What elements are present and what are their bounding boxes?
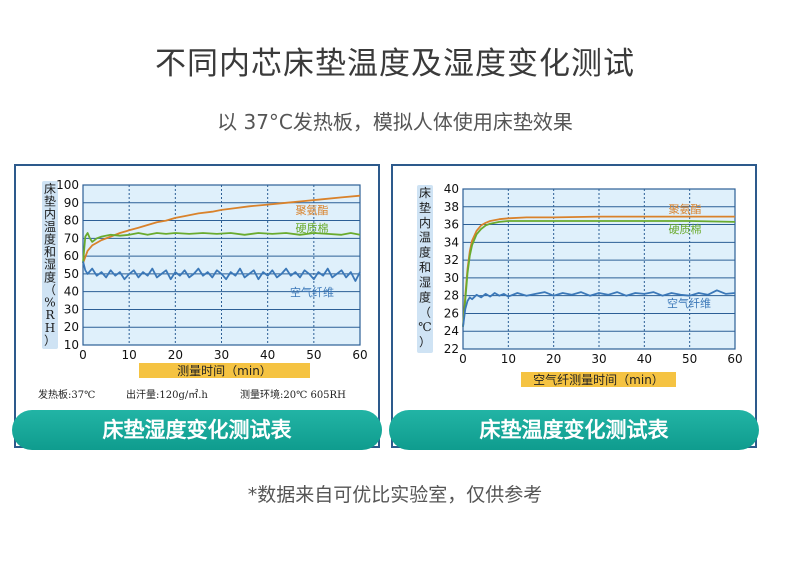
- x-axis-label-bg: [521, 372, 676, 387]
- x-tick-label: 50: [682, 352, 697, 366]
- series-label-air_fiber: 空气纤维: [667, 296, 711, 310]
- y-tick-label: 70: [64, 231, 79, 245]
- page-subtitle: 以 37°C发热板，模拟人体使用床垫效果: [217, 110, 573, 134]
- y-tick-label: 28: [444, 289, 459, 303]
- y-axis-label-char: H: [45, 321, 55, 335]
- y-axis-label-char: 湿: [44, 257, 56, 272]
- y-tick-label: 40: [64, 285, 79, 299]
- y-tick-label: 90: [64, 196, 79, 210]
- x-tick-label: 50: [306, 348, 321, 362]
- series-line-air_fiber: [82, 261, 361, 282]
- series-label-polyurethane: 聚氨酯: [669, 203, 702, 216]
- y-tick-label: 22: [444, 342, 459, 356]
- y-tick-label: 80: [64, 214, 79, 228]
- y-axis-label-char: 度: [419, 289, 431, 304]
- x-axis-label: 空气纤测量时间（min）: [533, 372, 664, 387]
- y-axis-label-char: 和: [419, 261, 431, 275]
- y-tick-label: 30: [444, 271, 459, 285]
- y-tick-label: 26: [444, 306, 459, 320]
- y-axis-label-char: 内: [44, 207, 56, 221]
- y-tick-label: 34: [444, 235, 459, 249]
- test-condition-note: 测量环境:20℃ 605RH: [240, 388, 346, 401]
- y-axis-label-bg: [42, 181, 58, 349]
- y-axis-label-char: R: [45, 308, 55, 322]
- y-tick-label: 36: [444, 218, 459, 232]
- y-tick-label: 20: [64, 320, 79, 334]
- y-tick-label: 60: [64, 249, 79, 263]
- y-tick-label: 10: [64, 338, 79, 352]
- y-axis-label-char: %: [44, 296, 55, 310]
- y-axis-label-char: 床: [44, 182, 56, 196]
- x-tick-label: 0: [79, 348, 87, 362]
- x-tick-label: 10: [122, 348, 137, 362]
- footnote: *数据来自可优比实验室，仅供参考: [247, 484, 543, 506]
- y-tick-label: 30: [64, 302, 79, 316]
- x-axis-label: 测量时间（min）: [177, 364, 272, 378]
- y-axis-label-char: ）: [44, 333, 56, 347]
- x-tick-label: 60: [727, 352, 742, 366]
- y-axis-label-char: 温: [44, 220, 56, 234]
- plot-frame: [82, 184, 361, 346]
- y-tick-label: 24: [444, 324, 459, 338]
- y-tick-label: 38: [444, 200, 459, 214]
- x-tick-label: 30: [591, 352, 606, 366]
- series-label-air_fiber: 空气纤维: [290, 285, 334, 299]
- y-axis-label-char: 床: [419, 186, 431, 200]
- x-tick-label: 40: [260, 348, 275, 362]
- y-axis-label-char: 度: [419, 245, 431, 260]
- series-line-air_fiber: [462, 289, 736, 327]
- y-axis-label-char: ℃: [418, 320, 431, 334]
- x-tick-label: 0: [459, 352, 467, 366]
- y-axis-label-bg: [417, 185, 433, 353]
- temperature-chart-panel: 床垫内温度和湿度（℃） 22 24 26 28 30 32 34 36 38 40 0 10 20 30 40…: [391, 164, 757, 448]
- page-title: 不同内芯床垫温度及湿度变化测试: [155, 46, 635, 82]
- series-line-polyurethane: [82, 194, 361, 264]
- x-tick-label: 40: [637, 352, 652, 366]
- y-axis-label-char: 湿: [419, 274, 431, 289]
- y-axis-label-char: （: [44, 283, 56, 297]
- test-condition-note: 发热板:37℃: [38, 388, 95, 401]
- x-tick-label: 20: [168, 348, 183, 362]
- y-axis-label-char: ）: [419, 335, 431, 349]
- temperature-chart-banner: 床垫温度变化测试表: [389, 410, 759, 450]
- y-tick-label: 32: [444, 253, 459, 267]
- x-tick-label: 30: [214, 348, 229, 362]
- series-line-hard_cotton: [82, 232, 361, 264]
- y-axis-label-char: 温: [419, 231, 431, 245]
- plot-frame: [462, 188, 736, 350]
- y-tick-label: 40: [444, 182, 459, 196]
- y-axis-label-char: （: [419, 305, 431, 319]
- x-tick-label: 20: [546, 352, 561, 366]
- y-axis-label-char: 内: [419, 216, 431, 230]
- y-axis-label-char: 度: [44, 269, 56, 284]
- humidity-chart-banner: 床垫湿度变化测试表: [12, 410, 382, 450]
- y-axis-label-char: 垫: [44, 194, 56, 209]
- series-label-polyurethane: 聚氨酯: [296, 204, 329, 217]
- x-axis-label-bg: [139, 363, 310, 378]
- x-tick-label: 60: [352, 348, 367, 362]
- y-tick-label: 100: [56, 178, 79, 192]
- test-condition-note: 出汗量:120g/㎡.h: [126, 388, 208, 401]
- series-label-hard_cotton: 硬质棉: [296, 221, 329, 235]
- humidity-chart-panel: 床垫内温度和湿度（% R H） 10 20 30 40 50 60 70 80 90 100 0 10 20 3…: [14, 164, 380, 448]
- series-label-hard_cotton: 硬质棉: [669, 222, 702, 236]
- x-tick-label: 10: [501, 352, 516, 366]
- y-axis-label-char: 度: [44, 231, 56, 246]
- y-axis-label-char: 和: [44, 245, 56, 259]
- series-line-hard_cotton: [462, 220, 736, 327]
- y-tick-label: 50: [64, 267, 79, 281]
- y-axis-label-char: 垫: [419, 200, 431, 215]
